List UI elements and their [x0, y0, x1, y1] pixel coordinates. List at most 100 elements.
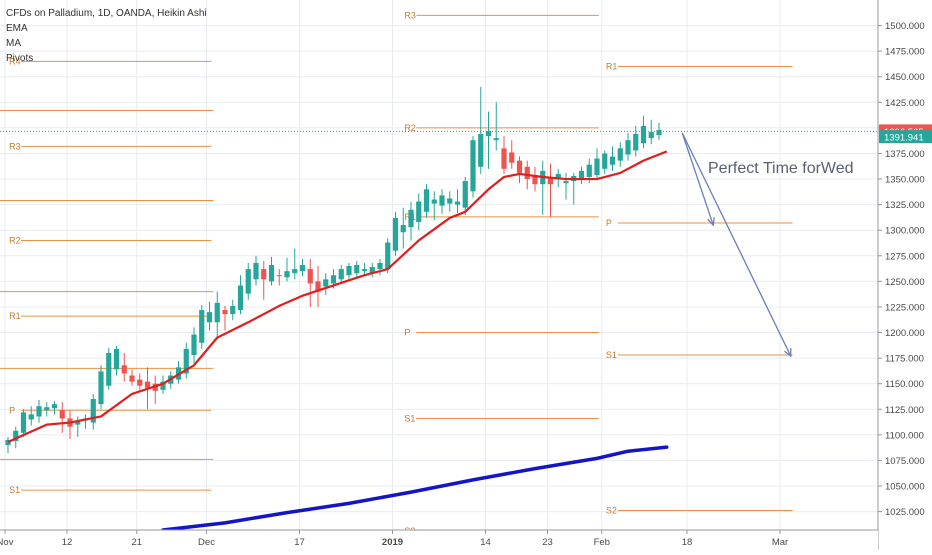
candle-body[interactable]: [625, 140, 631, 155]
candle-body[interactable]: [36, 406, 42, 417]
pivot-label: S1: [9, 485, 20, 495]
candle-body[interactable]: [307, 269, 313, 284]
candle-body[interactable]: [44, 407, 50, 411]
pivot-label: P: [9, 405, 15, 415]
candle-body[interactable]: [222, 310, 228, 315]
candle-body[interactable]: [509, 152, 515, 163]
candle-body[interactable]: [106, 352, 112, 386]
candle-body[interactable]: [423, 189, 430, 212]
candle-body[interactable]: [656, 129, 662, 136]
candle-body[interactable]: [253, 262, 259, 280]
candle-body[interactable]: [245, 269, 251, 294]
candle-body[interactable]: [206, 312, 213, 323]
candle-body[interactable]: [137, 379, 143, 386]
time-tick-label: Nov: [0, 537, 14, 548]
candle-body[interactable]: [547, 177, 554, 185]
candle-body[interactable]: [369, 267, 375, 274]
candle-body[interactable]: [377, 262, 383, 270]
price-tick-label: 1050.000: [885, 482, 925, 493]
candle-body[interactable]: [493, 138, 499, 141]
candle-body[interactable]: [75, 420, 81, 425]
candle-body[interactable]: [392, 217, 399, 251]
candle-body[interactable]: [532, 174, 538, 185]
candle-body[interactable]: [90, 399, 96, 423]
candle-body[interactable]: [563, 181, 569, 184]
candle-body[interactable]: [13, 430, 19, 441]
candle-body[interactable]: [28, 414, 34, 420]
candle-body[interactable]: [160, 381, 166, 390]
candle-body[interactable]: [578, 170, 585, 180]
time-tick-label: 18: [682, 537, 693, 548]
candle-body[interactable]: [230, 305, 236, 315]
candle-body[interactable]: [315, 281, 321, 292]
candle-body[interactable]: [609, 156, 616, 165]
projection-arrow-head: [707, 217, 715, 227]
candle-body[interactable]: [5, 439, 11, 446]
candle-body[interactable]: [51, 404, 58, 409]
candle-body[interactable]: [237, 285, 244, 311]
candle-body[interactable]: [617, 148, 623, 161]
indicator-pivots[interactable]: Pivots: [6, 53, 34, 64]
projection-arrow-line[interactable]: [681, 132, 792, 357]
candle-body[interactable]: [416, 201, 422, 223]
candle-body[interactable]: [501, 148, 507, 169]
candle-body[interactable]: [516, 160, 523, 173]
time-tick-label: 21: [131, 537, 142, 548]
candle-body[interactable]: [284, 271, 290, 278]
candle-body[interactable]: [524, 166, 530, 180]
candle-body[interactable]: [20, 412, 27, 433]
projection-arrow-line[interactable]: [681, 132, 714, 226]
candle-body[interactable]: [439, 195, 445, 206]
candle-body[interactable]: [555, 173, 561, 180]
candle-body[interactable]: [59, 410, 65, 419]
candle-body[interactable]: [346, 266, 352, 276]
candle-body[interactable]: [454, 201, 461, 205]
symbol-title[interactable]: CFDs on Palladium, 1D, OANDA, Heikin Ash…: [6, 8, 207, 19]
close-price-badge[interactable]: [879, 130, 932, 144]
candle-body[interactable]: [261, 269, 267, 280]
candle-body[interactable]: [361, 269, 368, 272]
candle-body[interactable]: [98, 371, 104, 405]
candle-body[interactable]: [594, 158, 600, 175]
candle-body[interactable]: [276, 275, 282, 277]
candle-body[interactable]: [354, 265, 360, 274]
candle-body[interactable]: [586, 164, 592, 178]
candle-body[interactable]: [292, 269, 298, 274]
candle-body[interactable]: [485, 130, 492, 137]
time-tick-label: 2019: [382, 537, 403, 548]
candle-body[interactable]: [121, 365, 127, 374]
candle-body[interactable]: [602, 153, 608, 169]
candle-body[interactable]: [129, 375, 135, 382]
candle-body[interactable]: [268, 265, 275, 282]
candle-body[interactable]: [330, 275, 337, 284]
candle-body[interactable]: [470, 140, 476, 192]
candle-body[interactable]: [462, 181, 468, 208]
candle-body[interactable]: [447, 198, 453, 204]
candle-body[interactable]: [400, 225, 406, 233]
price-tick-label: 1150.000: [885, 379, 924, 390]
candle-body[interactable]: [144, 381, 151, 388]
ema-line: [7, 150, 668, 444]
candle-body[interactable]: [385, 242, 391, 270]
candle-body[interactable]: [408, 209, 414, 228]
candle-body[interactable]: [191, 334, 197, 356]
candle-body[interactable]: [648, 131, 654, 139]
indicator-ema[interactable]: EMA: [6, 23, 28, 34]
price-tick-label: 1450.000: [885, 72, 925, 83]
candle-body[interactable]: [431, 199, 437, 204]
candle-body[interactable]: [338, 269, 344, 280]
candle-body[interactable]: [478, 134, 484, 167]
candle-body[interactable]: [183, 348, 189, 374]
candle-body[interactable]: [199, 310, 205, 343]
candle-body[interactable]: [113, 348, 120, 370]
candle-body[interactable]: [299, 265, 306, 272]
indicator-ma[interactable]: MA: [6, 38, 21, 49]
candle-body[interactable]: [323, 279, 329, 287]
candle-body[interactable]: [640, 125, 647, 144]
price-tick-label: 1025.000: [885, 507, 925, 518]
candle-body[interactable]: [633, 134, 639, 151]
pivot-label: R2: [404, 123, 416, 133]
candle-body[interactable]: [214, 302, 220, 323]
